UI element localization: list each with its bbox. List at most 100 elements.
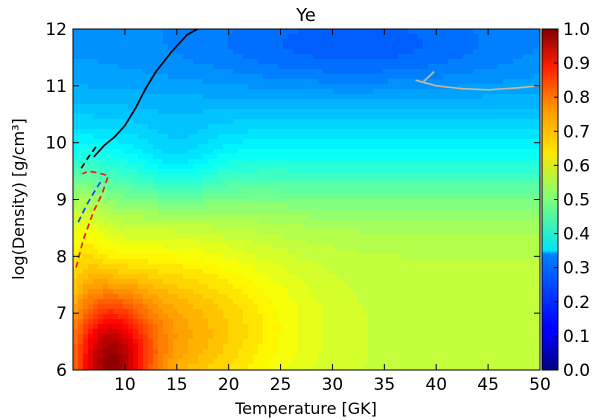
heatmap-cell xyxy=(318,194,324,200)
heatmap-cell xyxy=(128,139,134,145)
heatmap-cell xyxy=(138,174,144,180)
heatmap-cell xyxy=(173,49,179,55)
heatmap-cell xyxy=(233,279,239,285)
heatmap-cell xyxy=(178,279,184,285)
heatmap-cell xyxy=(288,64,294,70)
heatmap-cell xyxy=(213,124,219,130)
heatmap-cell xyxy=(433,109,439,115)
heatmap-cell xyxy=(153,329,159,335)
heatmap-cell xyxy=(408,254,414,260)
heatmap-cell xyxy=(158,164,164,170)
heatmap-cell xyxy=(163,114,169,120)
heatmap-cell xyxy=(218,144,224,150)
heatmap-cell xyxy=(408,109,414,115)
heatmap-cell xyxy=(138,104,144,110)
heatmap-cell xyxy=(393,349,399,355)
heatmap-cell xyxy=(393,304,399,310)
heatmap-cell xyxy=(323,159,329,165)
heatmap-cell xyxy=(178,164,184,170)
heatmap-cell xyxy=(88,289,94,295)
heatmap-cell xyxy=(198,74,204,80)
heatmap-cell xyxy=(263,59,269,65)
heatmap-cell xyxy=(168,54,174,60)
heatmap-cell xyxy=(293,289,299,295)
heatmap-cell xyxy=(243,229,249,235)
heatmap-cell xyxy=(253,84,259,90)
heatmap-cell xyxy=(178,174,184,180)
heatmap-cell xyxy=(383,34,389,40)
heatmap-cell xyxy=(143,184,149,190)
heatmap-cell xyxy=(318,339,324,345)
heatmap-cell xyxy=(343,59,349,65)
heatmap-cell xyxy=(363,129,369,135)
heatmap-cell xyxy=(73,119,79,125)
heatmap-cell xyxy=(268,314,274,320)
heatmap-cell xyxy=(283,314,289,320)
heatmap-cell xyxy=(73,34,79,40)
heatmap-cell xyxy=(393,109,399,115)
heatmap-cell xyxy=(213,279,219,285)
heatmap-cell xyxy=(128,179,134,185)
heatmap-cell xyxy=(358,124,364,130)
heatmap-cell xyxy=(303,54,309,60)
heatmap-cell xyxy=(358,49,364,55)
heatmap-cell xyxy=(203,109,209,115)
heatmap-cell xyxy=(153,139,159,145)
heatmap-cell xyxy=(403,114,409,120)
heatmap-cell xyxy=(153,74,159,80)
heatmap-cell xyxy=(393,359,399,365)
heatmap-cell xyxy=(293,74,299,80)
heatmap-cell xyxy=(323,199,329,205)
heatmap-cell xyxy=(178,44,184,50)
heatmap-cell xyxy=(103,214,109,220)
heatmap-cell xyxy=(88,199,94,205)
heatmap-cell xyxy=(88,54,94,60)
heatmap-cell xyxy=(323,109,329,115)
heatmap-cell xyxy=(83,274,89,280)
heatmap-cell xyxy=(423,219,429,225)
heatmap-cell xyxy=(268,359,274,365)
heatmap-cell xyxy=(88,99,94,105)
heatmap-cell xyxy=(393,219,399,225)
heatmap-cell xyxy=(418,269,424,275)
heatmap-cell xyxy=(103,254,109,260)
heatmap-cell xyxy=(213,224,219,230)
heatmap-cell xyxy=(168,214,174,220)
heatmap-cell xyxy=(163,199,169,205)
heatmap-cell xyxy=(323,284,329,290)
heatmap-cell xyxy=(158,104,164,110)
heatmap-cell xyxy=(388,184,394,190)
heatmap-cell xyxy=(188,229,194,235)
heatmap-cell xyxy=(243,154,249,160)
heatmap-cell xyxy=(268,244,274,250)
heatmap-cell xyxy=(418,29,424,35)
heatmap-cell xyxy=(248,319,254,325)
heatmap-cell xyxy=(333,289,339,295)
heatmap-cell xyxy=(338,309,344,315)
heatmap-cell xyxy=(278,129,284,135)
heatmap-cell xyxy=(323,59,329,65)
heatmap-cell xyxy=(193,319,199,325)
heatmap-cell xyxy=(113,189,119,195)
heatmap-cell xyxy=(183,49,189,55)
heatmap-cell xyxy=(113,154,119,160)
heatmap-cell xyxy=(388,79,394,85)
heatmap-cell xyxy=(188,104,194,110)
heatmap-cell xyxy=(113,69,119,75)
heatmap-cell xyxy=(273,359,279,365)
heatmap-cell xyxy=(198,264,204,270)
heatmap-cell xyxy=(178,124,184,130)
heatmap-cell xyxy=(383,134,389,140)
heatmap-cell xyxy=(258,209,264,215)
heatmap-cell xyxy=(93,74,99,80)
heatmap-cell xyxy=(233,274,239,280)
heatmap-cell xyxy=(293,124,299,130)
heatmap-cell xyxy=(133,269,139,275)
heatmap-cell xyxy=(288,139,294,145)
heatmap-cell xyxy=(398,79,404,85)
heatmap-cell xyxy=(163,59,169,65)
heatmap-cell xyxy=(173,319,179,325)
heatmap-cell xyxy=(178,194,184,200)
heatmap-cell xyxy=(83,179,89,185)
heatmap-cell xyxy=(428,104,434,110)
